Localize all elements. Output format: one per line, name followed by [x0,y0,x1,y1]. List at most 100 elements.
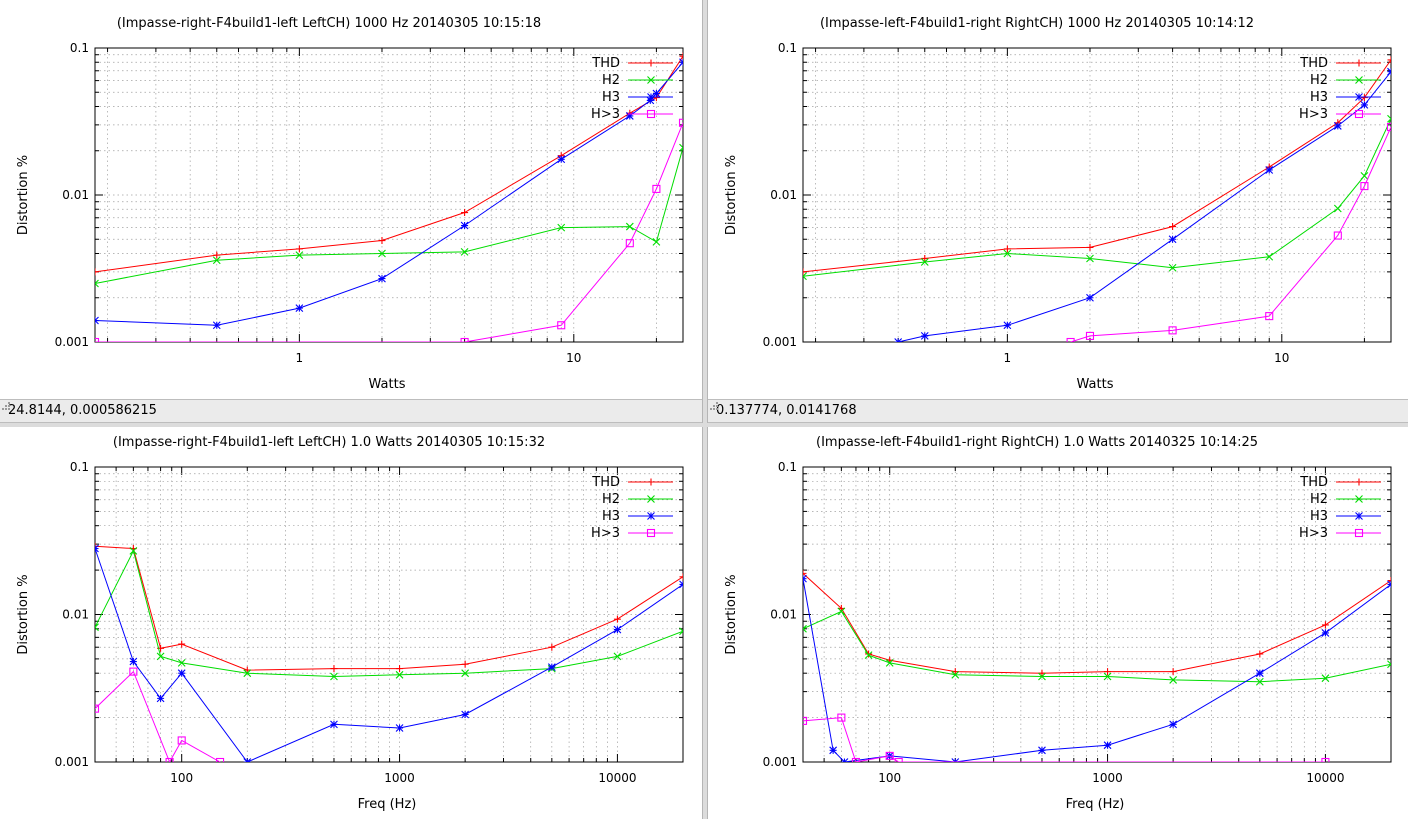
data-point [243,666,251,674]
series-h2 [95,546,683,681]
resize-grip-icon[interactable] [0,400,11,411]
data-point [1360,101,1369,109]
data-point [840,758,849,762]
x-axis-label: Freq (Hz) [358,797,417,812]
chart-pane-top-right[interactable]: 1 10 0.001 0.01 0.1 (Impasse-left-F4build1-ri… [708,0,1408,423]
data-point [1038,669,1046,677]
chart-title: (Impasse-left-F4build1-right RightCH) 1.… [816,435,1258,450]
data-point [679,627,683,636]
data-point [1265,312,1274,321]
data-point [1387,56,1391,64]
data-point [803,272,807,281]
x-tick-label: 100 [170,771,193,785]
data-point [837,607,846,616]
chart-svg[interactable]: 100 1000 10000 0.001 0.01 0.1 (Impasse-left-F4… [708,427,1408,819]
data-point [679,580,683,589]
data-point [95,623,99,632]
data-point [652,237,661,246]
data-point [921,254,929,262]
legend-label: THD [591,475,620,490]
y-tick-label: 0.01 [770,608,797,622]
legend: THD H2 H3 H>3 [591,56,673,122]
data-point [803,569,807,577]
data-point [613,625,622,634]
data-point [547,663,556,671]
data-point [803,624,807,633]
chart-pane-bottom-left[interactable]: 100 1000 10000 0.001 0.01 0.1 (Impasse-right-F… [0,427,702,819]
plot-border [802,47,1392,343]
data-point [1386,122,1391,132]
y-axis-label: Distortion % [724,574,739,654]
data-point [1104,668,1112,676]
data-point [1387,580,1391,589]
data-point [156,652,165,661]
legend-marker [647,59,655,67]
data-point [216,757,225,762]
data-point [865,650,873,658]
legend-marker [647,93,655,101]
legend: THD H2 H3 H>3 [591,475,673,541]
x-tick-label: 10000 [1306,771,1344,785]
y-axis-label: Distortion % [16,155,31,235]
data-point [95,268,99,276]
chart-pane-bottom-right[interactable]: 100 1000 10000 0.001 0.01 0.1 (Impasse-left-F4… [708,427,1408,819]
resize-grip-icon[interactable] [708,400,719,411]
data-point [679,52,683,60]
legend-label: THD [1299,475,1328,490]
data-point [803,574,807,583]
x-tick-label: 1 [296,351,304,365]
data-point [1103,741,1112,750]
cursor-coordinates: 0.137774, 0.0141768 [716,403,857,418]
x-tick-label: 10 [566,351,581,365]
series-h2 [803,114,1391,281]
chart-pane-top-left[interactable]: 1 10 0.001 0.01 0.1 (Impasse-right-F4build1-l… [0,0,702,423]
data-point [1360,94,1368,102]
data-point [678,118,683,127]
data-point [1169,720,1178,729]
data-point [557,321,566,330]
chart-svg[interactable]: 100 1000 10000 0.001 0.01 0.1 (Impasse-right-F… [0,427,702,819]
data-point [613,652,622,661]
y-axis-label: Distortion % [16,574,31,654]
data-point [1265,252,1274,261]
data-point [1003,249,1012,258]
data-point [920,258,929,266]
data-point [95,544,99,553]
vertical-splitter[interactable] [702,0,708,819]
data-point [1387,660,1391,669]
legend-marker [647,76,655,84]
series-hgt3 [95,118,683,342]
data-point [920,332,929,340]
chart-title: (Impasse-right-F4build1-left LeftCH) 1.0… [113,435,545,450]
data-point [894,757,903,762]
legend-label: H>3 [591,526,620,541]
legend-marker [1355,93,1363,101]
plot-area [803,56,1391,342]
data-point [1321,629,1330,637]
data-point [395,724,404,732]
data-point [625,239,634,248]
data-point [1360,182,1369,191]
x-tick-label: 1000 [1092,771,1123,785]
y-tick-label: 0.1 [778,460,797,474]
legend-marker [647,478,655,486]
data-point [1169,668,1177,676]
chart-svg[interactable]: 1 10 0.001 0.01 0.1 (Impasse-right-F4build1-l… [0,0,702,400]
data-point [129,546,138,555]
series-h2 [803,607,1391,686]
legend-marker [1355,512,1363,520]
legend-marker [1355,478,1363,486]
data-point [1066,337,1075,342]
x-tick-label: 100 [878,771,901,785]
series-line [803,59,1391,273]
chart-svg[interactable]: 1 10 0.001 0.01 0.1 (Impasse-left-F4build1-ri… [708,0,1408,400]
horizontal-splitter[interactable] [0,423,1408,427]
data-point [295,251,304,260]
y-tick-label: 0.001 [55,755,89,769]
legend-marker [1354,109,1364,119]
legend-label: H3 [1310,509,1328,524]
series-h2 [95,143,683,288]
data-point [461,209,469,217]
data-point [679,573,683,581]
x-tick-label: 1 [1004,351,1012,365]
